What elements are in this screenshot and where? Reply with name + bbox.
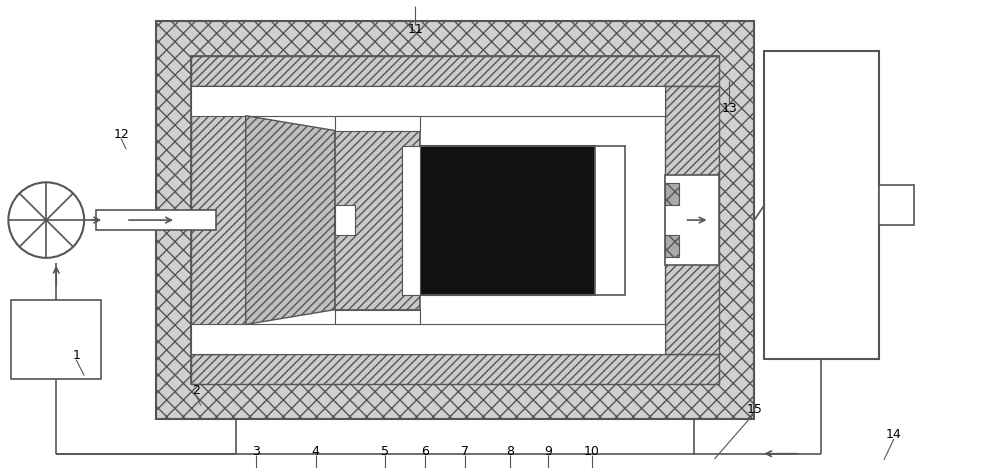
Bar (665, 183, 679, 205)
Bar (335, 116, 420, 131)
Bar (665, 86, 719, 354)
Bar (335, 205, 355, 235)
Polygon shape (246, 116, 335, 325)
Text: 2: 2 (192, 384, 200, 397)
Bar (191, 354, 719, 384)
Text: 5: 5 (381, 445, 389, 458)
Text: 15: 15 (746, 403, 762, 416)
Bar (156, 21, 754, 419)
Text: 12: 12 (113, 128, 129, 141)
Bar (11, 300, 101, 379)
Text: 9: 9 (544, 445, 552, 458)
Text: 11: 11 (407, 23, 423, 36)
Text: 3: 3 (252, 445, 260, 458)
Text: 7: 7 (461, 445, 469, 458)
Bar (595, 145, 625, 295)
Bar (191, 325, 665, 354)
Bar (191, 56, 719, 384)
Text: 4: 4 (312, 445, 319, 458)
Text: 14: 14 (886, 429, 902, 441)
Bar (191, 86, 246, 354)
Bar (665, 175, 719, 265)
Bar (191, 86, 665, 116)
Bar (879, 185, 914, 225)
Text: 1: 1 (72, 349, 80, 362)
Bar (402, 145, 420, 295)
Text: 10: 10 (584, 445, 600, 458)
Bar (665, 235, 679, 257)
Text: 8: 8 (506, 445, 514, 458)
Text: 13: 13 (721, 102, 737, 115)
Bar (96, 210, 216, 230)
Bar (335, 131, 420, 310)
Text: 6: 6 (421, 445, 429, 458)
Bar (335, 310, 420, 325)
Bar (764, 51, 879, 359)
Bar (191, 56, 719, 86)
Bar (420, 145, 595, 295)
